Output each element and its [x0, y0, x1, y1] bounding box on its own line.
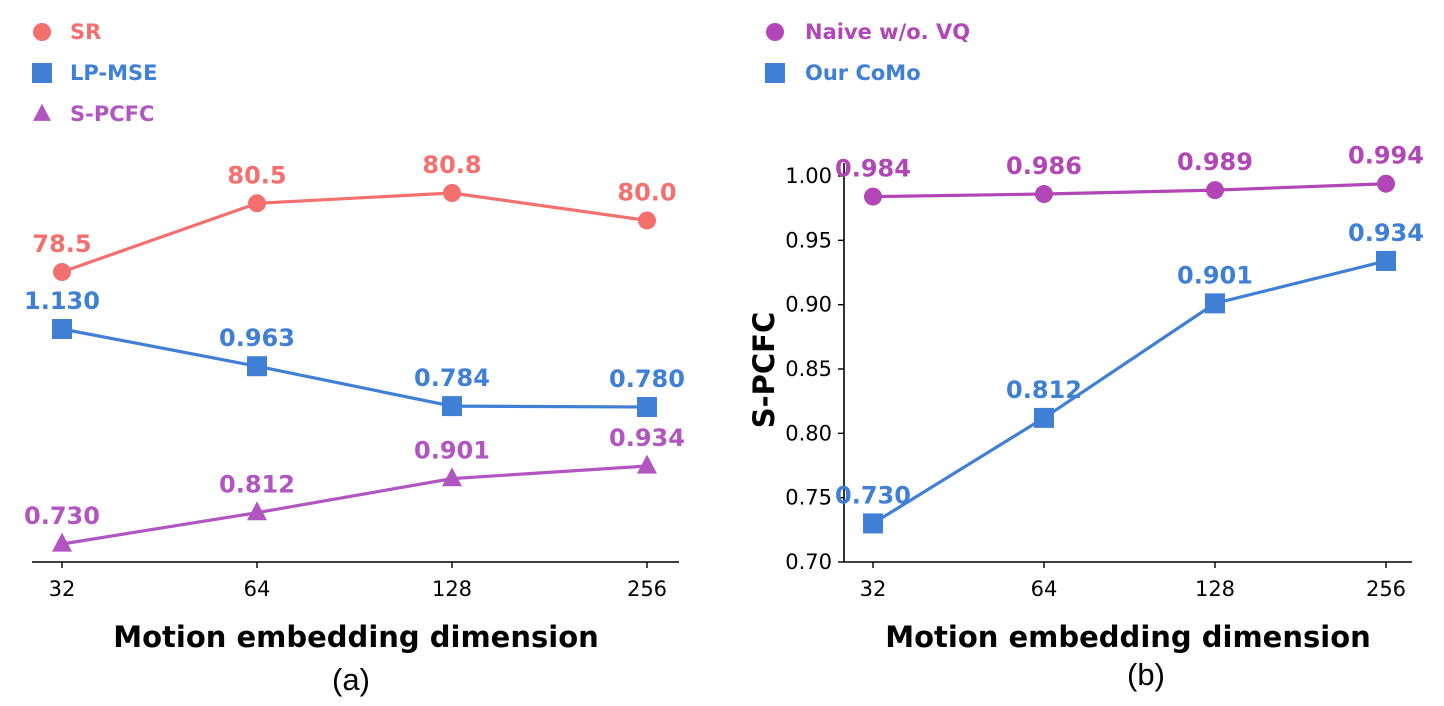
data-label: 0.986: [1006, 152, 1082, 180]
data-label: 80.8: [422, 151, 481, 179]
x-axis-title-b: Motion embedding dimension: [885, 620, 1371, 654]
y-tick-label-b: 0.95: [785, 228, 832, 252]
y-tick-label-b: 0.90: [785, 293, 832, 317]
data-point: [1206, 181, 1224, 200]
series-b-our-como: 0.730 0.812 0.901 0.934: [835, 219, 1424, 534]
chart-panel-a: SR LP-MSE S-PCFC 32 64 128 256 78.5 80.5 80.8 80…: [24, 20, 685, 697]
data-point: [442, 396, 462, 417]
data-point: [638, 211, 656, 230]
caption-b: (b): [1127, 657, 1165, 692]
data-point: [1034, 407, 1054, 428]
series-line: [61, 191, 648, 274]
legend-marker-b: [766, 23, 784, 41]
data-label: 80.0: [617, 178, 676, 206]
x-ticks-a: 32 64 128 256: [49, 562, 667, 601]
data-point: [53, 263, 71, 281]
data-point: [247, 501, 267, 521]
data-point: [1377, 174, 1395, 193]
y-tick-label-b: 0.75: [785, 486, 832, 510]
data-label: 0.730: [24, 502, 100, 530]
series-a-s-pcfc: 0.730 0.812 0.901 0.934: [24, 424, 685, 552]
data-label: 0.730: [835, 481, 911, 509]
data-label: 0.901: [414, 437, 490, 465]
data-label: 0.984: [835, 155, 911, 183]
data-label: 0.812: [219, 471, 295, 499]
x-tick-label-a: 128: [432, 577, 472, 601]
data-point: [864, 187, 882, 206]
data-point: [1205, 293, 1225, 314]
data-label: 78.5: [32, 230, 91, 258]
legend-marker-a: [33, 103, 51, 121]
series-group-a: 78.5 80.5 80.8 80.0 1.130 0.963 0.784 0.780 0.73…: [24, 151, 685, 552]
data-point: [52, 319, 72, 339]
series-line: [61, 327, 648, 409]
data-label: 1.130: [24, 287, 100, 315]
legend-b: Naive w/o. VQ Our CoMo: [765, 20, 970, 85]
legend-marker-a: [32, 63, 52, 83]
data-point: [248, 194, 266, 213]
data-label: 0.994: [1348, 142, 1424, 170]
series-a-lp-mse: 1.130 0.963 0.784 0.780: [24, 287, 685, 417]
x-tick-label-a: 256: [627, 577, 667, 601]
x-tick-label-a: 64: [244, 577, 271, 601]
data-point: [1035, 185, 1053, 204]
data-point: [1376, 250, 1396, 271]
x-tick-label-a: 32: [49, 577, 76, 601]
data-label: 0.989: [1177, 148, 1253, 176]
legend-label-a: SR: [70, 20, 101, 44]
data-label: 0.784: [414, 364, 490, 392]
data-label: 0.901: [1177, 261, 1253, 289]
data-point: [637, 454, 657, 474]
legend-label-a: LP-MSE: [70, 61, 158, 85]
data-label: 0.812: [1006, 376, 1082, 404]
legend-label-a: S-PCFC: [70, 102, 154, 126]
data-label: 0.934: [609, 424, 685, 452]
y-axis-title-b: S-PCFC: [747, 312, 781, 429]
caption-a: (a): [332, 662, 370, 697]
legend-label-b: Our CoMo: [805, 61, 921, 85]
data-point: [443, 184, 461, 202]
x-axis-title-a: Motion embedding dimension: [113, 620, 599, 654]
series-line: [872, 259, 1387, 525]
data-point: [247, 356, 267, 377]
data-label: 0.963: [219, 324, 295, 352]
y-tick-label-b: 0.70: [785, 550, 832, 574]
data-point: [442, 467, 462, 487]
series-line: [872, 182, 1387, 199]
series-a-sr: 78.5 80.5 80.8 80.0: [32, 151, 677, 281]
series-b-naive-w-o-vq: 0.984 0.986 0.989 0.994: [835, 142, 1424, 206]
x-tick-label-b: 32: [860, 577, 887, 601]
data-point: [52, 532, 72, 552]
legend-a: SR LP-MSE S-PCFC: [32, 20, 158, 126]
legend-marker-a: [33, 23, 51, 41]
series-line: [61, 464, 648, 546]
data-label: 0.934: [1348, 219, 1424, 247]
data-label: 0.780: [609, 365, 685, 393]
x-tick-label-b: 256: [1366, 577, 1406, 601]
data-label: 80.5: [227, 161, 286, 189]
y-tick-label-b: 0.80: [785, 421, 832, 445]
y-tick-label-b: 0.85: [785, 357, 832, 381]
x-ticks-b: 32 64 128 256: [860, 562, 1406, 601]
y-ticks-b: 0.70 0.75 0.80 0.85 0.90 0.95 1.00: [785, 164, 844, 574]
y-tick-label-b: 1.00: [785, 164, 832, 188]
x-tick-label-b: 64: [1031, 577, 1058, 601]
legend-label-b: Naive w/o. VQ: [805, 20, 970, 44]
data-point: [863, 513, 883, 534]
data-point: [637, 397, 657, 417]
x-tick-label-b: 128: [1195, 577, 1235, 601]
legend-marker-b: [765, 63, 785, 83]
series-group-b: 0.984 0.986 0.989 0.994 0.730 0.812 0.901 0.934: [835, 142, 1424, 534]
